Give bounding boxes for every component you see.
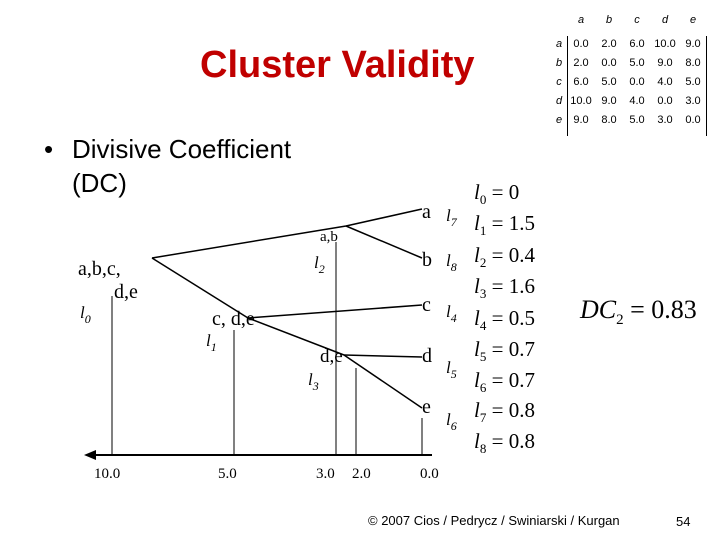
matrix-cell: 6.0	[629, 38, 645, 50]
matrix-left-bracket	[567, 36, 568, 136]
dc-result: DC2 = 0.83	[579, 295, 697, 328]
matrix-cell: 9.0	[573, 114, 589, 126]
level-label-l6: l6	[446, 410, 457, 433]
node-de: d,e	[320, 346, 343, 367]
level-label-l4: l4	[446, 302, 457, 325]
level-label-l8: l8	[446, 251, 457, 274]
matrix-cell: 0.0	[657, 95, 673, 107]
bullet-dot-icon: •	[44, 134, 54, 164]
matrix-cell: 2.0	[573, 57, 589, 69]
matrix-cell: 3.0	[657, 114, 673, 126]
matrix-row-label: a	[555, 38, 563, 50]
matrix-row-label: d	[555, 95, 563, 107]
edge-root-cde	[151, 257, 249, 319]
leaf-c: c	[422, 294, 431, 316]
axis-tick: 10.0	[94, 466, 120, 482]
matrix-cell: 0.0	[629, 76, 645, 88]
level-label-l0: l0	[80, 303, 91, 326]
level-value-row: l6 = 0.7	[474, 368, 535, 395]
matrix-cell: 10.0	[654, 38, 676, 50]
matrix-cell: 5.0	[629, 114, 645, 126]
matrix-cell: 6.0	[573, 76, 589, 88]
matrix-cell: 9.0	[657, 57, 673, 69]
edge-cde-de	[247, 317, 345, 356]
matrix-right-bracket	[706, 36, 707, 136]
axis-tick: 2.0	[352, 466, 371, 482]
matrix-cell: 3.0	[685, 95, 701, 107]
level-label-l5: l5	[446, 358, 457, 381]
level-value-row: l1 = 1.5	[474, 211, 535, 238]
edge-cde-c	[247, 304, 423, 319]
dendrogram-drops	[111, 242, 423, 455]
bullet-line-1: Divisive Coefficient	[72, 134, 292, 164]
level-label-l1: l1	[206, 331, 217, 354]
level-values-list: l0 = 0 l1 = 1.5 l2 = 0.4 l3 = 1.6 l4 = 0…	[474, 180, 535, 456]
axis-tick: 0.0	[420, 466, 439, 482]
matrix-row-label: e	[555, 114, 563, 126]
node-ab: a,b	[320, 229, 338, 245]
matrix-col-header: d	[661, 14, 669, 26]
leaf-a: a	[422, 201, 431, 223]
node-abcde-line2: d,e	[114, 281, 138, 303]
matrix-cell: 5.0	[601, 76, 617, 88]
axis-tick: 3.0	[316, 466, 335, 482]
page-number: 54	[676, 514, 691, 529]
copyright-footer: © 2007 Cios / Pedrycz / Swiniarski / Kur…	[368, 513, 620, 528]
matrix-cell: 8.0	[601, 114, 617, 126]
axis-tick: 5.0	[218, 466, 237, 482]
matrix-cell: 4.0	[629, 95, 645, 107]
bullet-line-2: (DC)	[72, 168, 127, 198]
level-value-row: l2 = 0.4	[474, 243, 535, 270]
level-value-row: l3 = 1.6	[474, 274, 535, 301]
dendrogram-edges	[151, 208, 423, 409]
level-value-row: l7 = 0.8	[474, 398, 535, 425]
leaf-b: b	[422, 249, 432, 271]
level-label-l7: l7	[446, 206, 458, 229]
matrix-cell: 4.0	[657, 76, 673, 88]
edge-ab-b	[345, 225, 423, 259]
matrix-cell: 10.0	[570, 95, 592, 107]
axis-arrow-icon	[84, 450, 96, 460]
level-label-l3: l3	[308, 370, 319, 393]
node-abcde-line1: a,b,c,	[78, 258, 121, 280]
matrix-cell: 0.0	[601, 57, 617, 69]
level-value-row: l0 = 0	[474, 180, 519, 207]
edge-ab-a	[345, 208, 423, 227]
matrix-col-header: e	[689, 14, 697, 26]
matrix-cell: 5.0	[629, 57, 645, 69]
matrix-cell: 9.0	[601, 95, 617, 107]
level-value-row: l8 = 0.8	[474, 429, 535, 456]
edge-de-d	[343, 354, 423, 358]
leaf-e: e	[422, 396, 431, 418]
level-value-row: l4 = 0.5	[474, 306, 535, 333]
matrix-col-header: b	[605, 14, 613, 26]
slide-title: Cluster Validity	[200, 44, 475, 86]
matrix-col-header: c	[634, 14, 640, 26]
matrix-row-label: b	[555, 57, 563, 69]
edge-de-e	[343, 354, 423, 409]
matrix-cell: 9.0	[685, 38, 701, 50]
matrix-cell: 0.0	[685, 114, 701, 126]
matrix-cell: 2.0	[601, 38, 617, 50]
matrix-cell: 0.0	[573, 38, 589, 50]
level-label-l2: l2	[314, 253, 325, 276]
node-cde: c, d,e	[212, 308, 255, 330]
leaf-d: d	[422, 345, 432, 367]
level-value-row: l5 = 0.7	[474, 337, 535, 364]
edge-root-ab	[151, 225, 347, 259]
matrix-cell: 8.0	[685, 57, 701, 69]
matrix-cell: 5.0	[685, 76, 701, 88]
matrix-col-header: a	[577, 14, 585, 26]
matrix-row-label: c	[556, 76, 562, 88]
